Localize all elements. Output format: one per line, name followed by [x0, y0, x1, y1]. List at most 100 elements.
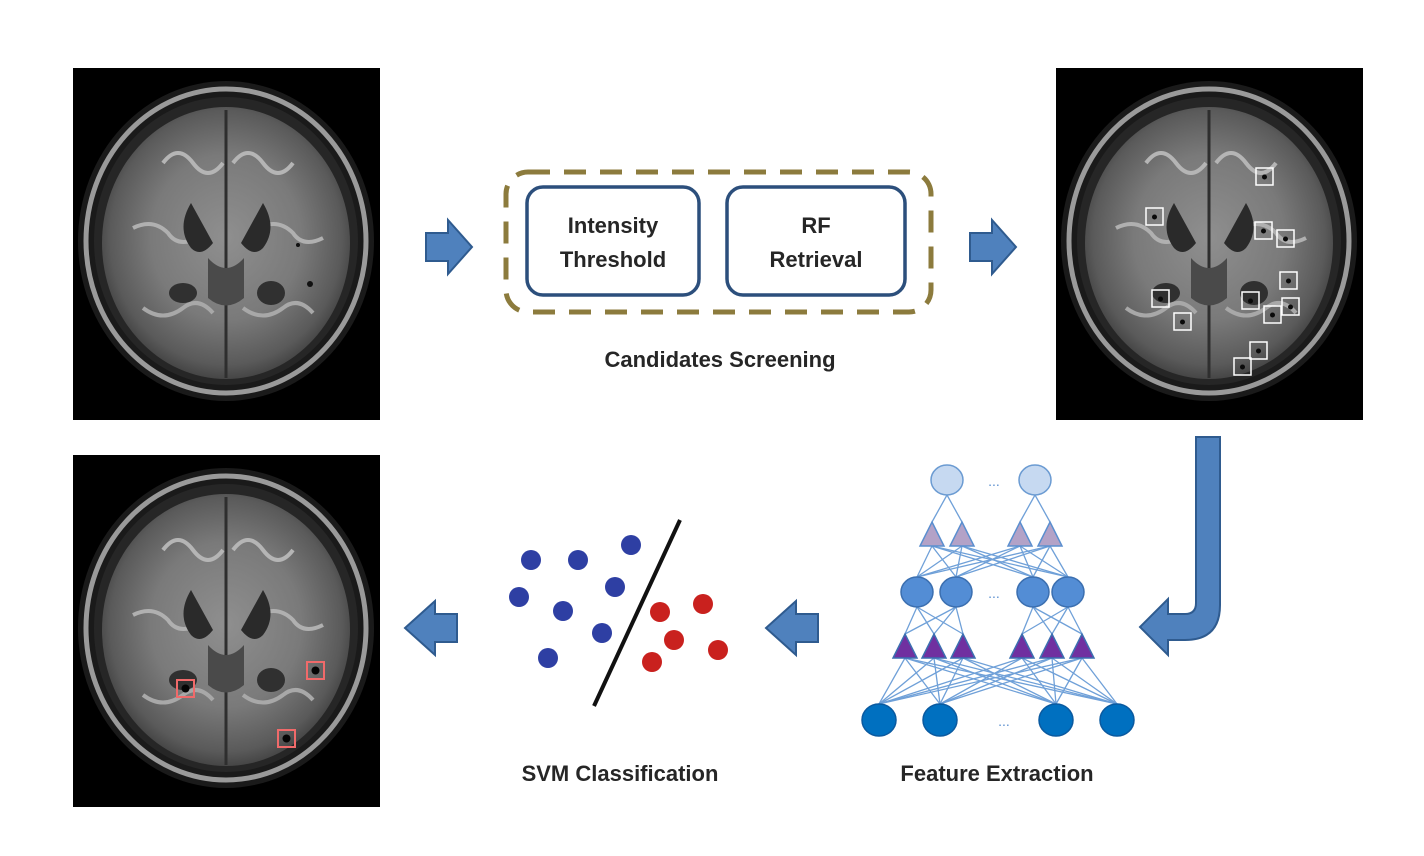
arrow-left-icon	[403, 598, 458, 658]
network-edge	[1049, 545, 1069, 578]
network-edge	[931, 545, 957, 578]
candidate-box	[1233, 357, 1252, 376]
network-edge	[1032, 545, 1051, 578]
network-node-input	[861, 703, 897, 737]
mri-detection-image	[73, 455, 380, 807]
network-ellipsis: ...	[998, 713, 1010, 729]
network-node-input	[1038, 703, 1074, 737]
svm-classification-caption: SVM Classification	[522, 761, 719, 786]
detection-spot	[311, 666, 320, 675]
rf-retrieval-label-line2: Retrieval	[770, 247, 863, 272]
network-node-top	[930, 464, 964, 496]
candidate-spot	[1286, 278, 1291, 284]
candidate-box	[1279, 271, 1298, 290]
candidate-box	[1254, 221, 1273, 240]
network-edge	[933, 657, 1118, 705]
network-edge	[1021, 606, 1069, 635]
svm-point-class-a	[605, 577, 625, 597]
network-edge	[962, 657, 1118, 705]
arrow-right-icon	[425, 217, 474, 277]
curved-arrow-icon	[1138, 436, 1221, 658]
detection-spot	[282, 734, 291, 743]
candidate-box	[1249, 341, 1268, 360]
network-triangle-top	[918, 520, 946, 547]
candidate-spot	[1158, 296, 1163, 302]
network-edge	[878, 657, 964, 705]
network-triangle-mid	[1068, 632, 1096, 659]
network-edge	[1051, 606, 1069, 635]
candidates-screening-group: Intensity Threshold RF Retrieval Candida…	[503, 169, 934, 372]
candidate-box	[1241, 291, 1260, 310]
svm-point-class-b	[693, 594, 713, 614]
network-edge	[931, 494, 948, 523]
svm-scatter	[509, 519, 728, 707]
candidate-box	[1281, 297, 1300, 316]
network-triangle-mid	[949, 632, 977, 659]
detection-boxes	[176, 661, 325, 748]
network-edge	[904, 657, 941, 705]
intensity-threshold-label-line1: Intensity	[568, 213, 659, 238]
candidate-spot	[1180, 319, 1185, 325]
network-node-mid	[1051, 576, 1085, 608]
svm-point-class-a	[538, 648, 558, 668]
network-edge	[916, 606, 964, 635]
network-edge	[878, 657, 906, 705]
network-edge	[878, 657, 1083, 705]
network-edge	[955, 606, 964, 635]
svm-point-class-b	[650, 602, 670, 622]
network-edge	[1021, 657, 1057, 705]
svm-point-class-a	[509, 587, 529, 607]
network-edge	[1032, 606, 1053, 635]
network-triangle-top	[948, 520, 976, 547]
mri-input-image	[73, 68, 380, 420]
network-edge	[1051, 657, 1057, 705]
network-node-mid	[900, 576, 934, 608]
candidate-spot	[1262, 174, 1267, 180]
network-ellipsis: ...	[988, 473, 1000, 489]
network-edge	[1019, 494, 1036, 523]
network-edge	[904, 606, 957, 635]
svm-point-class-a	[621, 535, 641, 555]
network-edge	[916, 545, 933, 578]
svm-point-class-a	[521, 550, 541, 570]
network-edge	[878, 657, 935, 705]
network-edge	[878, 657, 1023, 705]
network-edge	[955, 545, 1051, 578]
network-triangle-top	[1006, 520, 1034, 547]
candidate-spot	[1248, 298, 1253, 304]
network-edge	[1051, 657, 1118, 705]
candidate-spot	[1240, 364, 1245, 370]
arrow-left-icon	[764, 598, 819, 658]
network-ellipsis: ...	[988, 585, 1000, 601]
network-edge	[1055, 657, 1083, 705]
network-edge	[1081, 657, 1118, 705]
candidate-spot	[1283, 236, 1288, 242]
detection-spot	[181, 684, 190, 693]
network-node-input	[1099, 703, 1135, 737]
candidate-spot	[1261, 228, 1266, 234]
feature-extraction-caption: Feature Extraction	[900, 761, 1093, 786]
svm-point-class-b	[708, 640, 728, 660]
network-triangle-top	[1036, 520, 1064, 547]
arrow-right-icon	[969, 217, 1018, 277]
candidate-spot	[1256, 348, 1261, 354]
detection-box	[277, 729, 296, 748]
svm-point-class-b	[642, 652, 662, 672]
network-node-top	[1018, 464, 1052, 496]
intensity-threshold-box	[525, 185, 701, 297]
network-edge	[961, 545, 1034, 578]
network-edge	[1034, 494, 1051, 523]
candidate-boxes	[1145, 167, 1300, 376]
network-edge	[933, 657, 941, 705]
candidate-spot	[1270, 312, 1275, 318]
candidate-box	[1263, 305, 1282, 324]
network-edge	[1032, 606, 1083, 635]
network-node-input	[922, 703, 958, 737]
mri-candidates-image	[1056, 68, 1363, 420]
network-edge	[955, 545, 1021, 578]
network-edge	[961, 545, 1069, 578]
candidate-box	[1255, 167, 1274, 186]
network-edge	[1019, 545, 1034, 578]
network-triangle-mid	[891, 632, 919, 659]
candidates-screening-caption: Candidates Screening	[604, 347, 835, 372]
